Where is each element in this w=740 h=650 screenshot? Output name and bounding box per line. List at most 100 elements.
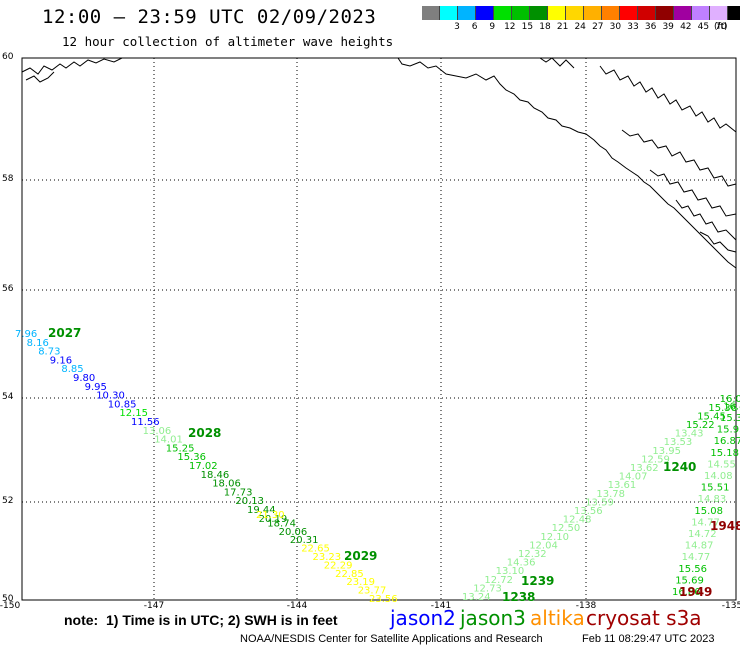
swh-label: 15.22 bbox=[686, 420, 715, 431]
swh-label: 15.36 bbox=[177, 452, 206, 463]
swh-label: 10.30 bbox=[96, 391, 125, 402]
time-label: 1239 bbox=[521, 574, 554, 588]
swh-label: 20.31 bbox=[290, 535, 319, 546]
legend-swatch bbox=[656, 6, 674, 20]
swh-label: 19.44 bbox=[247, 505, 276, 516]
legend-swatch bbox=[692, 6, 710, 20]
legend-label: 24 bbox=[574, 22, 586, 32]
credit-line: NOAA/NESDIS Center for Satellite Applica… bbox=[240, 633, 543, 645]
legend-unit: (ft) bbox=[714, 22, 728, 32]
swh-label: 14.77 bbox=[691, 517, 720, 528]
lat-label: 60 bbox=[2, 52, 14, 62]
legend-swatch bbox=[476, 6, 494, 20]
swh-label: 15.31 bbox=[720, 413, 740, 424]
swh-label: 9.95 bbox=[85, 382, 107, 393]
swh-label: 12.04 bbox=[529, 540, 558, 551]
swh-label: 14.07 bbox=[619, 472, 648, 483]
legend-swatch bbox=[728, 6, 740, 20]
swh-label: 12.72 bbox=[484, 575, 513, 586]
swh-label: 16.86 bbox=[672, 587, 701, 598]
swh-label: 13.62 bbox=[630, 463, 659, 474]
lat-label: 54 bbox=[2, 392, 14, 402]
swh-label: 11.56 bbox=[131, 417, 160, 428]
swh-label: 14.01 bbox=[154, 435, 183, 446]
satellite-jason3: jason3 bbox=[460, 606, 526, 630]
swh-label: 10.85 bbox=[108, 399, 137, 410]
legend-swatch bbox=[638, 6, 656, 20]
legend-label: 45 bbox=[697, 22, 710, 32]
swh-label: 14.77 bbox=[682, 552, 711, 563]
legend-swatch bbox=[620, 6, 638, 20]
swh-label: 16.45 bbox=[723, 401, 740, 412]
swh-label: 13.43 bbox=[675, 429, 704, 440]
legend-swatch bbox=[548, 6, 566, 20]
swh-label: 22.85 bbox=[335, 569, 364, 580]
lon-label: -147 bbox=[143, 601, 165, 611]
legend-label: 3 bbox=[454, 22, 460, 32]
legend-label: 6 bbox=[471, 22, 478, 32]
swh-label: 23.77 bbox=[358, 586, 387, 597]
swh-label: 15.51 bbox=[701, 483, 730, 494]
swh-label: 12.15 bbox=[119, 408, 148, 419]
legend-swatch bbox=[440, 6, 458, 20]
legend-swatch bbox=[710, 6, 728, 20]
swh-label: 12.59 bbox=[641, 454, 670, 465]
legend-label: 70 bbox=[715, 22, 727, 32]
track-labels: 7.968.168.739.168.859.809.9510.3010.8512… bbox=[15, 326, 740, 605]
lat-label: 50 bbox=[2, 594, 14, 604]
swh-label: 13.24 bbox=[462, 592, 491, 603]
time-label: 1238 bbox=[502, 590, 535, 604]
page-title: 12:00 – 23:59 UTC 02/09/2023 bbox=[42, 6, 377, 28]
timestamp: Feb 11 08:29:47 UTC 2023 bbox=[582, 633, 715, 645]
legend-swatch bbox=[458, 6, 476, 20]
swh-label: 12.73 bbox=[473, 583, 502, 594]
swh-label: 15.25 bbox=[166, 443, 195, 454]
time-label: 2027 bbox=[48, 326, 81, 340]
swh-label: 14.72 bbox=[688, 529, 717, 540]
color-legend bbox=[422, 6, 740, 20]
swh-label: 13.61 bbox=[608, 480, 637, 491]
legend-swatch bbox=[530, 6, 548, 20]
swh-label: 15.08 bbox=[694, 506, 723, 517]
swh-label: 23.23 bbox=[313, 552, 342, 563]
legend-label: 27 bbox=[592, 22, 604, 32]
swh-label: 20.13 bbox=[235, 496, 264, 507]
lon-label: -138 bbox=[575, 601, 597, 611]
legend-swatch bbox=[584, 6, 602, 20]
graticule bbox=[22, 58, 736, 600]
swh-label: 12.50 bbox=[552, 523, 581, 534]
swh-label: 16.87 bbox=[714, 436, 740, 447]
legend-swatch bbox=[602, 6, 620, 20]
legend-swatch bbox=[674, 6, 692, 20]
swh-label: 13.95 bbox=[652, 446, 681, 457]
satellite-cryosat-s3a: cryosat s3a bbox=[586, 606, 702, 630]
swh-label: 14.08 bbox=[704, 471, 733, 482]
swh-label: 14.87 bbox=[685, 541, 714, 552]
swh-label: 8.16 bbox=[27, 338, 49, 349]
swh-label: 13.06 bbox=[143, 426, 172, 437]
swh-label: 16.03 bbox=[720, 394, 740, 405]
swh-label: 13.56 bbox=[574, 506, 603, 517]
legend-swatch bbox=[494, 6, 512, 20]
swh-label: 7.96 bbox=[15, 329, 37, 340]
swh-label: 14.36 bbox=[507, 558, 536, 569]
swh-label: 18.46 bbox=[201, 470, 230, 481]
lon-label: -150 bbox=[0, 601, 21, 611]
swh-label: 17.73 bbox=[224, 487, 253, 498]
time-label: 1240 bbox=[663, 460, 696, 474]
satellite-altika: altika bbox=[530, 606, 585, 630]
swh-label: 12.32 bbox=[518, 549, 547, 560]
lon-label: -135 bbox=[721, 601, 740, 611]
legend-label: 30 bbox=[609, 22, 622, 32]
time-label: 1949 bbox=[679, 585, 712, 599]
legend-label: 18 bbox=[539, 22, 551, 32]
satellite-jason2: jason2 bbox=[390, 606, 456, 630]
swh-label: 8.73 bbox=[38, 347, 60, 358]
swh-label: 9.80 bbox=[73, 373, 95, 384]
legend-label: 42 bbox=[680, 22, 692, 32]
swh-label: 14.83 bbox=[698, 494, 727, 505]
page-subtitle: 12 hour collection of altimeter wave hei… bbox=[62, 34, 394, 49]
map-frame bbox=[21, 57, 737, 601]
swh-label: 13.59 bbox=[585, 497, 614, 508]
